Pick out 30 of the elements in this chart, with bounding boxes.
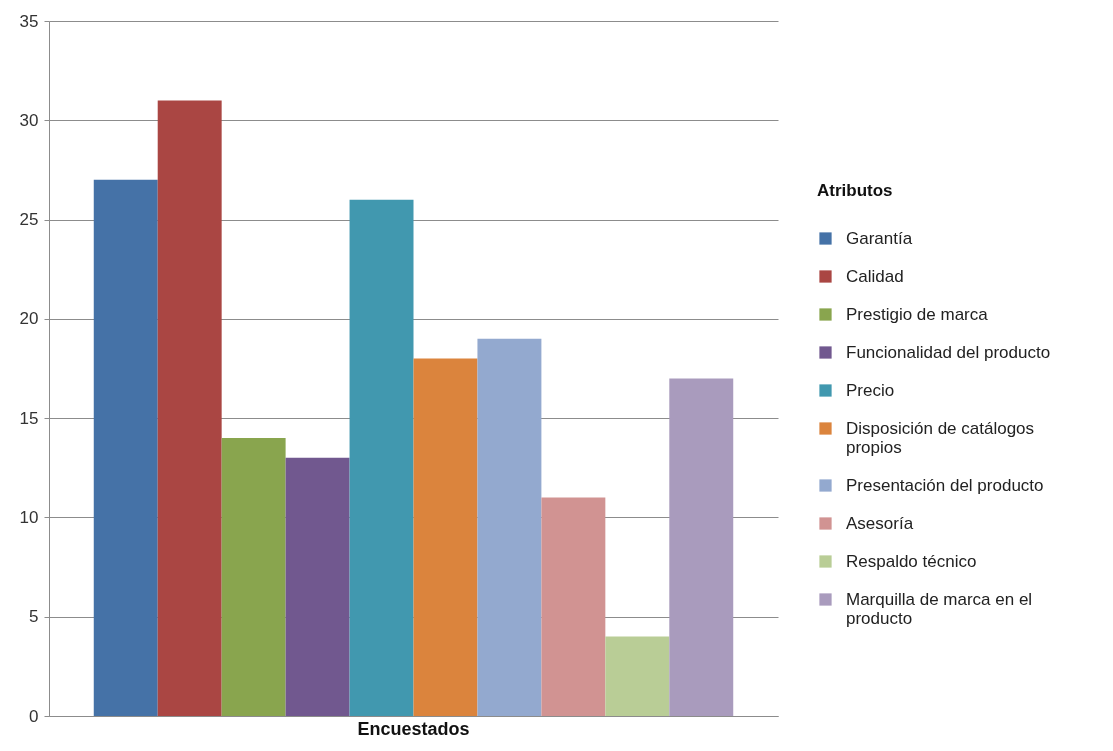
bar — [285, 457, 350, 716]
y-tick-label: 0 — [29, 706, 39, 726]
y-tick-label: 20 — [19, 309, 39, 329]
y-tick-label: 30 — [19, 110, 39, 130]
legend-label: Disposición de catálogos propios — [846, 418, 1035, 457]
bar — [413, 358, 478, 716]
bar — [669, 378, 734, 716]
legend-label: Precio — [846, 380, 895, 400]
y-tick-label: 10 — [19, 507, 39, 527]
y-tick-label: 15 — [19, 408, 39, 428]
y-tick-label: 25 — [19, 210, 39, 230]
legend-label: Asesoría — [846, 513, 914, 533]
legend-label: Prestigio de marca — [846, 304, 989, 324]
legend-title: Atributos — [817, 181, 893, 200]
bar — [221, 438, 286, 716]
legend-label: Marquilla de marca en el producto — [846, 589, 1033, 628]
bar — [605, 636, 670, 716]
y-tick-label: 35 — [19, 11, 39, 31]
bar — [477, 338, 542, 716]
y-tick-label: 5 — [29, 607, 39, 627]
bar — [349, 199, 414, 716]
bar — [93, 179, 158, 716]
legend-label: Garantía — [846, 228, 913, 248]
bar — [541, 497, 606, 716]
x-tick-label: Encuestados — [357, 718, 470, 739]
legend-label: Respaldo técnico — [846, 551, 977, 571]
legend-label: Funcionalidad del producto — [846, 342, 1051, 362]
legend-label: Presentación del producto — [846, 475, 1044, 495]
legend-label: Calidad — [846, 266, 904, 286]
bar — [157, 100, 222, 716]
